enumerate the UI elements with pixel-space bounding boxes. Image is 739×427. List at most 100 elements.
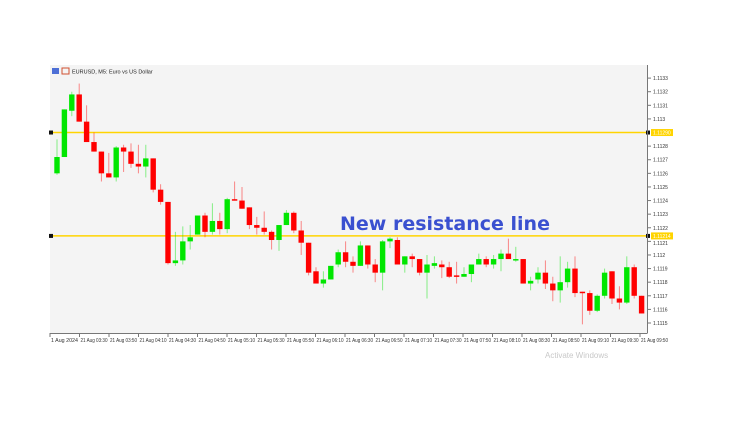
x-tick-label: 21 Aug 06:30	[346, 338, 373, 344]
candle-body	[424, 264, 430, 273]
bearish-candle	[157, 184, 164, 205]
bearish-candle	[446, 261, 452, 279]
bullish-candle	[328, 265, 334, 280]
x-tick-label: 21 Aug 04:30	[169, 338, 196, 344]
candle-body	[157, 189, 164, 202]
x-tick-label: 21 Aug 04:50	[199, 338, 226, 344]
candle-body	[298, 230, 304, 243]
bullish-candle	[379, 240, 386, 291]
bearish-candle	[305, 242, 312, 276]
y-tick-label: 1.1125	[653, 185, 668, 191]
y-tick-label: 1.1127	[653, 158, 668, 164]
bearish-candle	[587, 290, 593, 315]
y-tick-label: 1.1115	[653, 321, 668, 327]
level-price-label: 1.11214	[653, 234, 671, 240]
bearish-candle	[416, 259, 423, 276]
candle-body	[357, 245, 364, 266]
y-tick-label: 1.1132	[653, 90, 668, 96]
candle-body	[69, 94, 75, 111]
candle-body	[120, 147, 127, 152]
candle-body	[461, 274, 467, 277]
bearish-candle	[394, 237, 401, 265]
bullish-candle	[461, 267, 467, 277]
bullish-candle	[431, 256, 438, 269]
level-price-badge	[651, 232, 673, 240]
candle-body	[409, 256, 415, 260]
bearish-candle	[268, 230, 275, 250]
candle-body	[446, 267, 452, 277]
bearish-candle	[165, 201, 171, 265]
chart-area	[50, 65, 647, 333]
candle-body	[572, 268, 578, 294]
candle-body	[476, 259, 482, 265]
bullish-candle	[335, 249, 341, 268]
candle-body	[372, 264, 378, 273]
level-handle-left[interactable]	[49, 130, 53, 135]
bearish-candle	[365, 245, 371, 269]
candle-body	[379, 241, 386, 273]
bullish-candle	[357, 241, 364, 266]
candle-body	[335, 252, 341, 265]
candle-body	[165, 201, 171, 264]
candle-body	[638, 295, 645, 314]
x-tick-label: 21 Aug 08:10	[494, 338, 521, 344]
level-handle-left[interactable]	[49, 233, 53, 238]
y-tick-label: 1.1116	[653, 307, 668, 313]
level-price-label: 1.11290	[653, 131, 671, 137]
bearish-candle	[313, 267, 319, 284]
bearish-candle	[246, 207, 253, 230]
candle-body	[616, 298, 623, 303]
x-tick-label: 21 Aug 06:50	[376, 338, 403, 344]
x-tick-label: 21 Aug 09:30	[612, 338, 639, 344]
y-tick-label: 1.1124	[653, 199, 668, 205]
bullish-candle	[283, 210, 290, 226]
candle-body	[490, 259, 497, 265]
candle-body	[365, 245, 371, 265]
candle-body	[520, 259, 526, 284]
candle-body	[453, 275, 460, 277]
chart-menu-icon[interactable]	[52, 68, 59, 74]
bearish-candle	[217, 212, 223, 235]
candle-body	[320, 279, 327, 284]
x-tick-label: 21 Aug 09:10	[582, 338, 609, 344]
candle-body	[150, 158, 156, 190]
candle-body	[194, 215, 201, 235]
candle-body	[172, 260, 179, 264]
bullish-candle	[143, 144, 149, 178]
bullish-candle	[387, 237, 393, 249]
bullish-candle	[594, 294, 600, 313]
y-tick-label: 1.113	[653, 117, 665, 123]
bullish-candle	[535, 267, 541, 284]
candle-body	[328, 265, 334, 280]
bullish-candle	[490, 254, 497, 269]
bearish-candle	[239, 186, 245, 209]
candle-body	[187, 237, 193, 242]
candle-body	[564, 268, 571, 283]
bullish-candle	[402, 256, 408, 273]
bearish-candle	[98, 151, 105, 182]
y-tick-label: 1.1119	[653, 267, 668, 273]
bearish-candle	[542, 260, 549, 289]
candle-body	[394, 240, 401, 265]
x-tick-label: 21 Aug 05:50	[287, 338, 314, 344]
candle-body	[217, 220, 223, 230]
candle-body	[254, 225, 260, 228]
candle-body	[342, 252, 349, 262]
chart-type-icon[interactable]	[61, 67, 70, 75]
candle-body	[283, 212, 290, 226]
candle-body	[431, 263, 438, 266]
candle-body	[231, 199, 238, 201]
bullish-candle	[513, 246, 519, 262]
candle-body	[579, 291, 586, 294]
bearish-candle	[83, 105, 90, 143]
candle-body	[224, 199, 230, 230]
candle-body	[209, 220, 216, 232]
bearish-candle	[261, 211, 267, 235]
x-tick-label: 1 Aug 2024	[51, 338, 78, 344]
candle-body	[609, 271, 615, 299]
candle-body	[587, 293, 593, 311]
y-tick-label: 1.1117	[653, 294, 668, 300]
candle-body	[557, 282, 563, 291]
candle-body	[246, 207, 253, 226]
